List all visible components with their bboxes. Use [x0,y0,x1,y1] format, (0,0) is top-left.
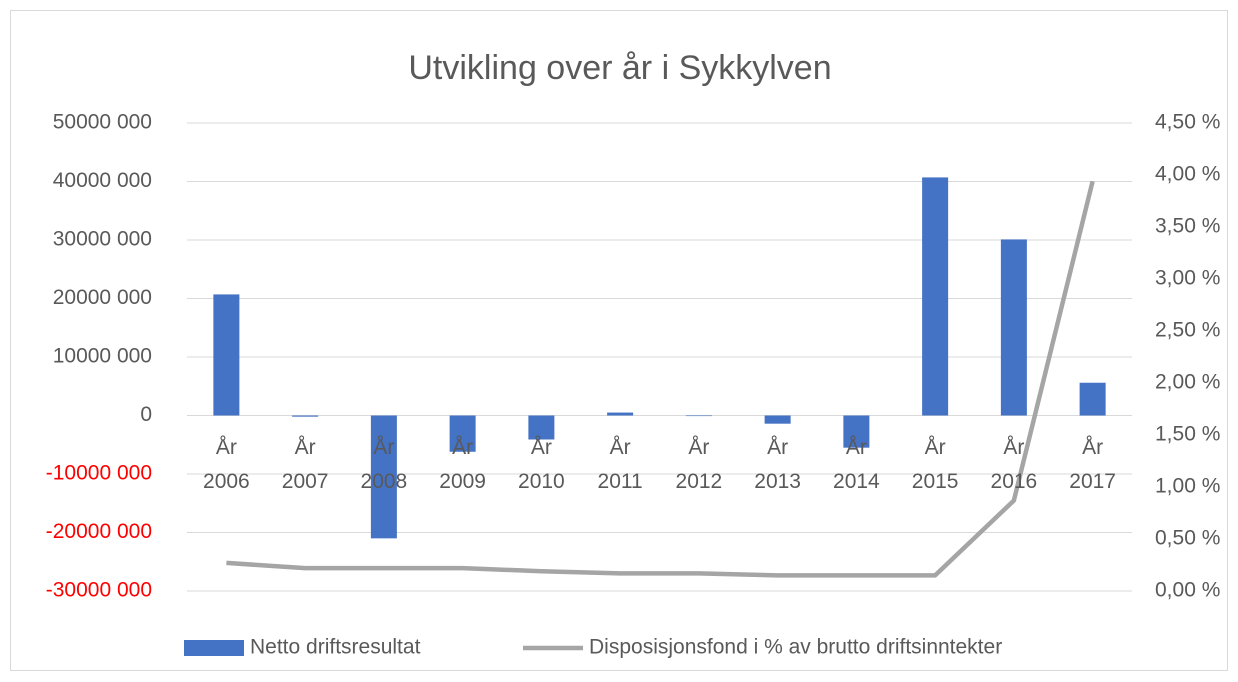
y-tick-label: -30000 000 [46,579,152,602]
y-tick-label: 50000 000 [53,111,152,134]
y-tick-label: 0 [140,403,152,426]
y2-tick-label: 0,50 % [1155,527,1220,550]
x-tick-label: År 2016 [990,436,1038,493]
y-tick-label: 30000 000 [53,228,152,251]
bar [843,415,870,448]
x-tick-label: År 2010 [518,436,565,493]
y2-tick-label: 3,00 % [1155,267,1220,290]
x-tick-label: År 2011 [597,436,643,493]
y2-tick-label: 3,50 % [1155,215,1220,238]
y-tick-label: -10000 000 [46,462,152,485]
y-tick-label: -20000 000 [46,520,152,543]
bar [528,415,555,440]
bar [922,177,949,416]
x-tick-label: År 2007 [281,436,329,493]
bar [1000,239,1027,416]
bar [213,294,240,416]
bar [370,415,397,539]
y2-tick-label: 1,00 % [1155,475,1220,498]
chart-border [10,10,1228,671]
x-tick-label: År 2006 [203,436,250,493]
chart-title: Utvikling over år i Sykkylven [408,49,831,87]
legend-swatch [184,640,244,656]
bar [764,415,791,424]
x-tick-label: År 2014 [833,436,880,493]
bar [449,415,476,452]
y-tick-label: 10000 000 [53,345,152,368]
line [226,180,1095,578]
bar [685,415,712,417]
y2-tick-label: 2,50 % [1155,319,1220,342]
y2-tick-label: 1,50 % [1155,423,1220,446]
legend-label: Netto driftsresultat [250,636,421,659]
legend-label: Disposisjonsfond i % av brutto driftsinn… [589,636,1002,659]
x-tick-label: År 2015 [911,436,959,493]
y2-tick-label: 4,50 % [1155,111,1220,134]
bar [292,415,319,417]
bar [607,412,634,416]
x-tick-label: År 2008 [360,436,408,493]
x-tick-label: År 2009 [439,436,486,493]
x-tick-label: År 2013 [754,436,801,493]
x-tick-label: År 2017 [1069,436,1116,493]
y2-tick-label: 4,00 % [1155,163,1220,186]
x-tick-label: År 2012 [675,436,723,493]
y2-tick-label: 2,00 % [1155,371,1220,394]
y-tick-label: 40000 000 [53,169,152,192]
y2-tick-label: 0,00 % [1155,579,1220,602]
y-tick-label: 20000 000 [53,286,152,309]
bar [1079,382,1106,416]
